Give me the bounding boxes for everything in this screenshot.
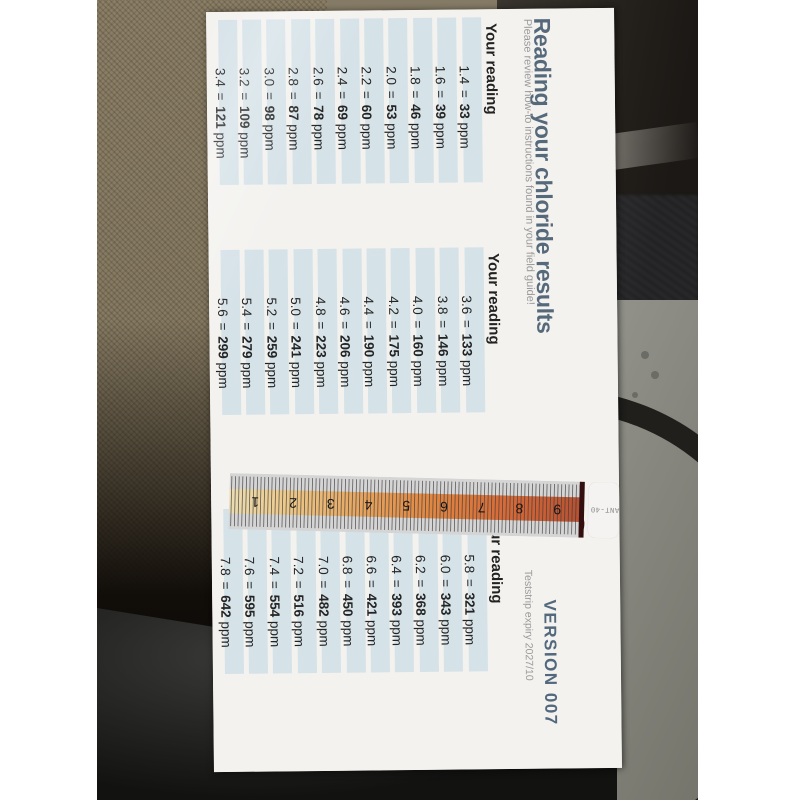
svg-text:7: 7 xyxy=(477,500,485,516)
svg-text:2: 2 xyxy=(289,495,297,511)
svg-text:6: 6 xyxy=(440,499,448,515)
svg-text:3: 3 xyxy=(326,496,334,512)
svg-text:1: 1 xyxy=(251,494,259,510)
svg-text:QUANT-40: QUANT-40 xyxy=(590,504,620,513)
svg-text:4: 4 xyxy=(364,497,372,513)
svg-text:5: 5 xyxy=(402,498,410,514)
svg-text:8: 8 xyxy=(515,501,523,517)
svg-text:9: 9 xyxy=(553,502,561,518)
